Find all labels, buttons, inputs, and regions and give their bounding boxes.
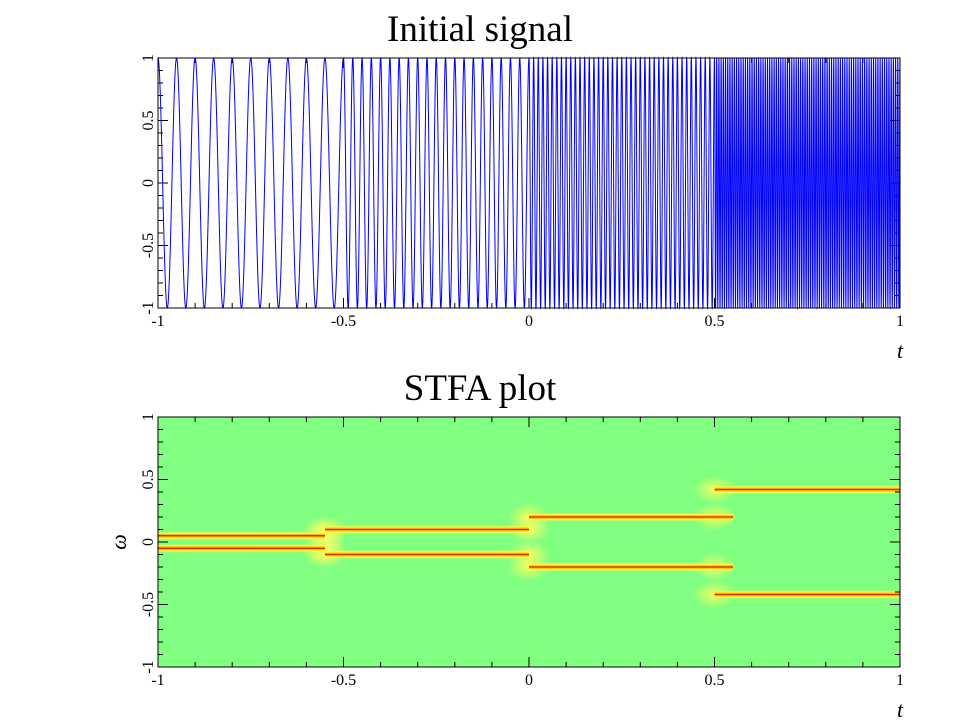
signal-y-tick-label: 0.5 [140,111,157,131]
signal-chart: Initial signal -1 -0.5 0 0.5 1-1-0.500.51 t [140,9,904,363]
stfa-ridge [715,590,901,600]
stfa-y-tick-label: -1 [140,660,157,673]
signal-x-axis-label: t [897,338,904,363]
stfa-chart: STFA plot -1 -0.5 0 0.5 1-1-0.500.51 t ω [106,368,904,720]
stfa-ridge [529,512,733,522]
signal-y-tick-label: -0.5 [140,233,157,258]
stfa-x-axis-label: t [897,697,904,720]
signal-x-tick-label: 1 [896,313,904,330]
signal-series-segment [158,58,344,308]
stfa-y-tick-label: 0 [140,538,157,546]
stfa-x-tick-label: 0 [525,672,533,689]
stfa-x-tick-label: 1 [896,672,904,689]
signal-y-tick-label: 0 [140,179,157,187]
stfa-ridge [158,543,325,553]
signal-x-tick-label: 0 [525,313,533,330]
stfa-ridge [325,525,529,535]
stfa-ridge [715,485,901,495]
stfa-x-tick-label: -0.5 [331,672,356,689]
signal-y-tick-label: 1 [140,54,157,62]
stfa-ridge [325,550,529,560]
stfa-chart-title: STFA plot [404,368,557,409]
stfa-ridge [529,562,733,572]
stfa-y-tick-label: -0.5 [140,592,157,617]
signal-x-tick-label: -0.5 [331,313,356,330]
stfa-y-tick-label: 0.5 [140,470,157,490]
signal-series-segment [344,58,530,308]
stfa-x-tick-label: 0.5 [705,672,725,689]
signal-x-tick-label: 0.5 [705,313,725,330]
signal-chart-title: Initial signal [387,9,573,50]
signal-series-segment [529,58,715,308]
signal-series-segment [715,58,901,308]
stfa-y-tick-label: 1 [140,413,157,421]
signal-y-tick-label: -1 [140,301,157,314]
stfa-ridge [158,531,325,541]
signal-series [158,58,900,308]
stfa-y-axis-label: ω [106,534,131,550]
